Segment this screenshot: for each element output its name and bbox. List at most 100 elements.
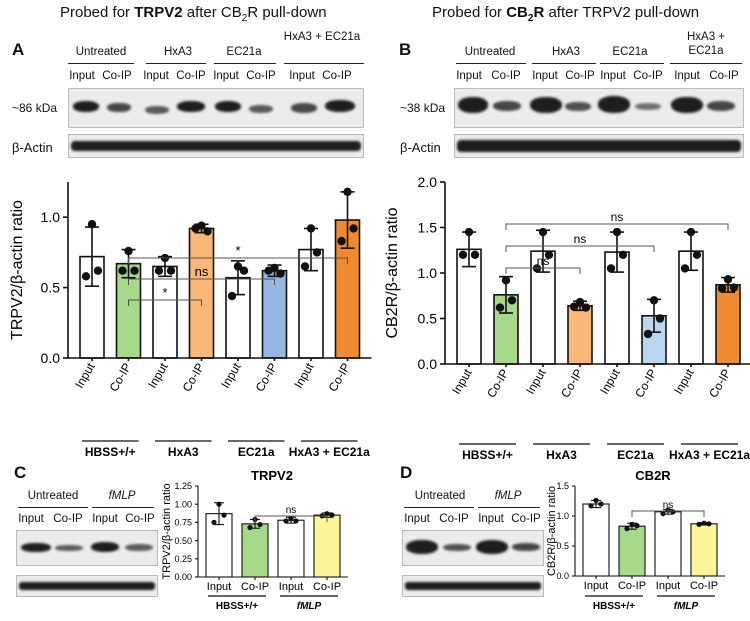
blot-band — [55, 545, 83, 551]
significance-label: ns — [611, 210, 624, 224]
blot-b-lane-label: Co-IP — [491, 70, 521, 82]
blot-c-group-fmlp: fMLP — [108, 490, 136, 502]
y-tick-label: 2.0 — [418, 174, 438, 190]
blot-a-lane-label: Input — [213, 70, 239, 82]
blot-a-lane-label: Co-IP — [176, 70, 206, 82]
x-tick-label: Co-IP — [690, 580, 718, 592]
blot-band — [73, 101, 99, 112]
x-tick-label: Input — [671, 366, 697, 397]
bar — [152, 265, 178, 359]
y-tick-label: 1.25 — [174, 481, 192, 491]
blot-a-group-untreated: Untreated — [75, 46, 127, 58]
x-tick-label: Co-IP — [107, 361, 134, 395]
data-point — [643, 329, 653, 339]
blot-a-lane-label: Co-IP — [322, 70, 352, 82]
x-tick-label: Co-IP — [558, 367, 585, 401]
blot-b-underline-3 — [600, 63, 664, 64]
data-point — [324, 511, 330, 517]
group-label: EC21a — [238, 445, 275, 459]
group-label: HBSS+/+ — [462, 448, 513, 460]
data-point — [221, 512, 227, 518]
data-point — [257, 521, 263, 528]
blot-d-lane-label: Input — [404, 513, 430, 525]
data-point — [706, 521, 712, 527]
blot-b-lane-label: Input — [600, 70, 626, 82]
data-point — [300, 262, 310, 271]
y-tick-label: 0.5 — [41, 280, 61, 296]
blot-a-target-image — [68, 88, 364, 128]
group-label: fMLP — [297, 601, 322, 612]
blot-band — [325, 100, 355, 112]
significance-label: ns — [574, 232, 587, 246]
data-point — [581, 303, 591, 312]
bar — [618, 525, 646, 577]
data-point — [660, 511, 666, 517]
x-tick-label: Input — [279, 581, 303, 593]
bar — [715, 284, 741, 365]
data-point — [349, 224, 358, 233]
blot-band — [530, 97, 562, 113]
y-tick-label: 1.5 — [418, 219, 438, 235]
data-point — [247, 524, 253, 531]
blot-band — [671, 97, 703, 113]
data-point — [464, 227, 474, 237]
x-tick-label: Input — [656, 580, 680, 592]
data-point — [634, 523, 640, 529]
blot-a-lane-label: Input — [143, 70, 169, 82]
data-point — [93, 266, 103, 275]
blot-band — [249, 105, 273, 113]
group-label: HBSS+/+ — [85, 445, 136, 459]
group-label: HxA3 + EC21a — [669, 448, 750, 460]
x-tick-label: Input — [597, 366, 623, 397]
blot-band — [512, 543, 540, 551]
y-axis-label: CB2R/β-actin ratio — [384, 207, 401, 338]
blot-a-underline-4 — [284, 63, 364, 64]
blot-band — [458, 97, 488, 113]
blot-b-mw-label: ~38 kDa — [400, 101, 446, 115]
blot-b-group-combo: HxA3 + EC21a — [686, 31, 726, 57]
blot-band — [177, 101, 205, 112]
data-point — [329, 512, 335, 518]
blot-a-group-hxa3: HxA3 — [163, 46, 193, 58]
panel-b-title: Probed for CB2R after TRPV2 pull-down — [432, 4, 700, 24]
significance-label: ns — [195, 264, 209, 279]
bar — [690, 523, 718, 577]
blot-b-lane-label: Co-IP — [633, 70, 663, 82]
data-point — [649, 296, 659, 305]
data-point — [624, 526, 630, 532]
blot-band — [406, 540, 438, 554]
blot-b-underline-1 — [456, 63, 526, 64]
data-point — [458, 250, 468, 259]
blot-d-group-fmlp: fMLP — [494, 490, 522, 502]
data-point — [283, 518, 289, 524]
group-label: HxA3 + EC21a — [289, 445, 370, 459]
data-point — [606, 264, 616, 273]
blot-band — [476, 540, 508, 554]
data-point — [538, 227, 548, 237]
group-label: EC21a — [617, 448, 654, 460]
blot-band — [635, 103, 661, 110]
significance-bracket — [128, 278, 275, 285]
x-tick-label: Input — [218, 360, 244, 391]
blot-b-target-image — [454, 88, 744, 128]
blot-a-underline-3 — [214, 63, 276, 64]
blot-b-lane-label: Co-IP — [709, 70, 739, 82]
data-point — [544, 250, 554, 259]
blot-a-actin-image — [68, 134, 364, 158]
chart-a: 0.0 0.5 1.0 TRPV2/β-actin ratio Input Co-IP In… — [9, 182, 372, 459]
blot-b-lane-label: Input — [456, 70, 482, 82]
blot-d-group-untreated: Untreated — [414, 490, 466, 502]
group-label: fMLP — [674, 601, 699, 612]
blot-c-group-untreated: Untreated — [27, 490, 79, 502]
x-tick-label: Co-IP — [180, 361, 207, 395]
y-tick-label: 0.0 — [556, 571, 569, 581]
x-tick-label: Co-IP — [253, 361, 280, 395]
significance-bracket — [505, 245, 655, 252]
data-point — [717, 284, 727, 293]
blot-a-lane-label: Co-IP — [246, 70, 276, 82]
y-tick-label: 1.0 — [41, 209, 61, 225]
data-point — [306, 224, 316, 233]
blot-c-underline-1 — [18, 507, 88, 508]
bar — [277, 519, 305, 578]
blot-c-target-image — [16, 530, 158, 566]
